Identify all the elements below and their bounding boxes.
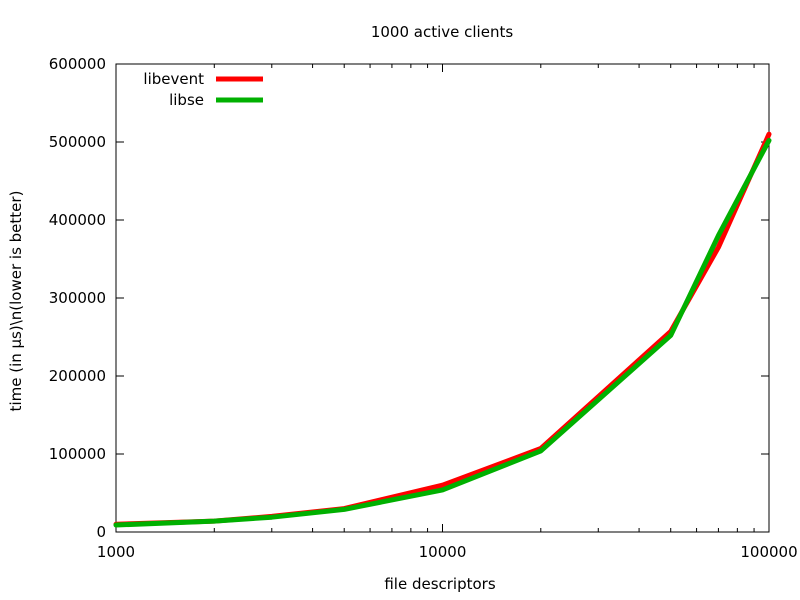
- y-tick-label: 500000: [49, 133, 106, 151]
- y-tick-label: 100000: [49, 445, 106, 463]
- x-axis: 1000 10000 100000: [97, 64, 798, 561]
- y-axis-label: time (in µs)\n(lower is better): [7, 191, 25, 412]
- plot-frame: [115, 63, 770, 533]
- legend: libevent libse: [143, 70, 263, 109]
- series-layer: [113, 131, 772, 528]
- legend-label: libevent: [143, 70, 204, 88]
- y-tick-label: 200000: [49, 367, 106, 385]
- x-tick-label: 10000: [419, 543, 467, 561]
- legend-label: libse: [169, 91, 204, 109]
- y-tick-label: 400000: [49, 211, 106, 229]
- series-line-libse: [113, 137, 772, 528]
- x-tick-label: 1000: [97, 543, 135, 561]
- y-tick-label: 600000: [49, 55, 106, 73]
- y-tick-label: 300000: [49, 289, 106, 307]
- y-axis: 0 100000 200000 300000 400000 500000 600000: [49, 55, 769, 541]
- x-axis-label: file descriptors: [384, 575, 496, 593]
- x-tick-label: 100000: [740, 543, 797, 561]
- chart-title: 1000 active clients: [371, 23, 514, 41]
- y-tick-label: 0: [96, 523, 106, 541]
